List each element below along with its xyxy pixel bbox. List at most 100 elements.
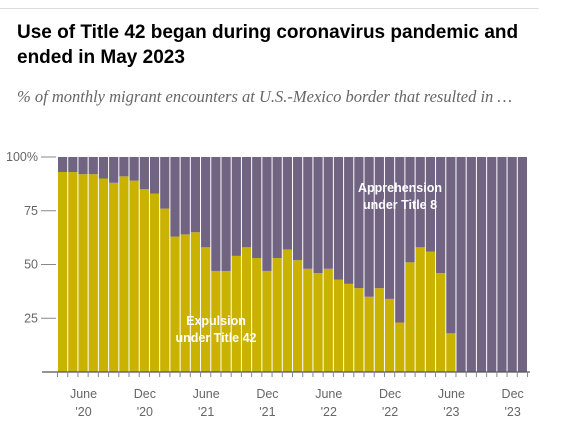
bar-expulsion [384,298,395,372]
bar-expulsion [149,193,160,372]
apprehension-label-line2: under Title 8 [363,198,437,212]
bar-apprehension [58,157,68,173]
bar-apprehension [252,157,262,259]
chart-title: Use of Title 42 began during coronavirus… [17,22,519,68]
bar-apprehension [190,157,201,233]
bar-apprehension [313,157,323,274]
x-tick-month: Dec [256,387,278,401]
bar-apprehension [160,157,170,209]
bar-apprehension [272,157,282,259]
bar-apprehension [466,157,476,372]
bar-expulsion [119,176,129,372]
bar-expulsion [180,234,190,372]
bar-apprehension [446,157,456,334]
x-tick-year: '23 [443,405,459,419]
bar-expulsion [354,288,364,372]
bar-apprehension [476,157,487,372]
x-tick-month: Dec [502,387,524,401]
bar-expulsion [109,182,119,372]
bar-apprehension [170,157,180,237]
x-tick-month: Dec [134,387,156,401]
bar-expulsion [129,180,139,372]
bar-expulsion [252,258,262,372]
bar-expulsion [241,247,252,372]
chart-subtitle: % of monthly migrant encounters at U.S.-… [17,87,513,106]
bar-expulsion [88,174,98,372]
bar-apprehension [98,157,109,179]
bar-apprehension [425,157,436,252]
bar-apprehension [344,157,354,284]
bar-apprehension [78,157,88,175]
y-tick-label: 75 [24,204,38,218]
bar-apprehension [149,157,160,194]
bar-apprehension [405,157,415,263]
bar-expulsion [313,273,323,372]
bar-apprehension [293,157,303,261]
bar-expulsion [170,236,180,372]
bar-expulsion [446,333,456,372]
bar-apprehension [333,157,344,280]
bar-apprehension [88,157,98,175]
bar-apprehension [68,157,78,173]
bar-expulsion [436,273,446,372]
bar-expulsion [303,268,313,372]
bar-apprehension [497,157,507,372]
x-tick-month: June [70,387,97,401]
bar-apprehension [507,157,517,372]
bar-apprehension [231,157,241,256]
bar-expulsion [405,262,415,372]
bar-apprehension [384,157,395,299]
bar-expulsion [425,251,436,372]
bar-apprehension [282,157,292,250]
bar-expulsion [98,178,109,372]
bar-apprehension [395,157,405,323]
bar-expulsion [221,270,231,372]
bar-apprehension [241,157,252,248]
x-tick-month: June [315,387,342,401]
bar-apprehension [109,157,119,183]
x-tick-year: '22 [382,405,398,419]
bar-apprehension [139,157,149,190]
bar-apprehension [374,157,384,289]
bar-apprehension [201,157,211,248]
bar-apprehension [487,157,497,372]
bar-expulsion [160,208,170,372]
bar-expulsion [262,270,272,372]
bar-expulsion [272,258,282,372]
bar-apprehension [262,157,272,271]
bars-group [58,157,527,372]
bar-expulsion [231,255,241,372]
bar-apprehension [415,157,425,248]
bar-expulsion [78,174,88,372]
bar-apprehension [517,157,527,372]
bar-expulsion [395,322,405,372]
bar-apprehension [211,157,221,271]
x-tick-year: '20 [137,405,153,419]
apprehension-label-line1: Apprehension [358,181,442,195]
x-tick-year: '21 [259,405,275,419]
bar-apprehension [364,157,374,297]
top-rule [0,8,539,9]
bar-expulsion [211,270,221,372]
x-tick-year: '21 [198,405,214,419]
bar-expulsion [190,232,201,372]
bar-apprehension [129,157,139,181]
x-tick-year: '22 [321,405,337,419]
expulsion-label-line1: Expulsion [186,314,246,328]
y-tick-label: 25 [24,311,38,325]
expulsion-label-line2: under Title 42 [175,331,256,345]
bar-expulsion [323,268,333,372]
bar-expulsion [201,247,211,372]
bar-apprehension [119,157,129,177]
x-tick-month: June [438,387,465,401]
bar-expulsion [374,288,384,372]
bar-apprehension [323,157,333,269]
x-tick-year: '23 [505,405,521,419]
y-tick-label: 50 [24,258,38,272]
bar-apprehension [456,157,466,372]
x-axis: June '20 Dec '20 June '21 Dec '21 June '22 Dec '22 J… [42,371,530,419]
bar-expulsion [293,260,303,372]
bar-apprehension [436,157,446,274]
y-tick-label: 100% [6,150,38,164]
bar-apprehension [354,157,364,289]
